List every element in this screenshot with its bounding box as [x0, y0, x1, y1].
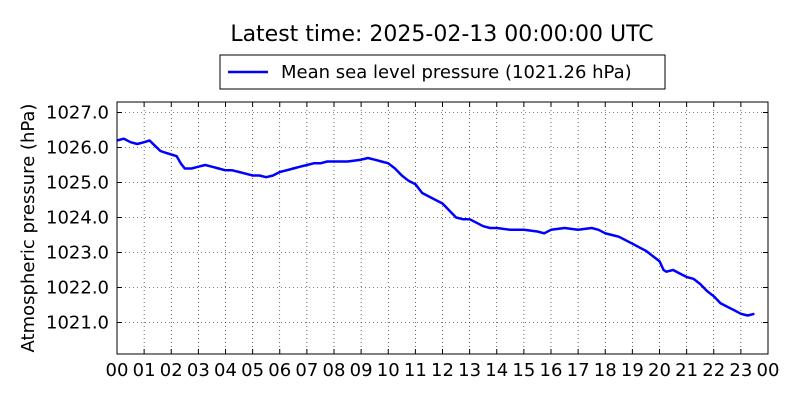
x-tick-label: 15 [512, 360, 535, 381]
x-tick-label: 01 [133, 360, 156, 381]
legend-label: Mean sea level pressure (1021.26 hPa) [281, 62, 632, 83]
plot-frame [116, 101, 769, 355]
y-tick-label: 1023.0 [46, 243, 109, 264]
y-tick-label: 1026.0 [46, 138, 109, 159]
y-tick-label: 1024.0 [46, 208, 109, 229]
x-tick-label: 18 [594, 360, 617, 381]
x-tick-label: 11 [404, 360, 427, 381]
chart-title: Latest time: 2025-02-13 00:00:00 UTC [230, 22, 653, 47]
x-tick-label: 17 [567, 360, 590, 381]
y-tick-label: 1022.0 [46, 278, 109, 299]
x-tick-label: 23 [729, 360, 752, 381]
x-tick-label: 10 [377, 360, 400, 381]
x-tick-label: 19 [621, 360, 644, 381]
x-tick-label: 04 [214, 360, 237, 381]
x-tick-label: 09 [350, 360, 373, 381]
y-tick-label: 1025.0 [46, 173, 109, 194]
grid [117, 102, 768, 354]
legend: Mean sea level pressure (1021.26 hPa) [219, 54, 666, 90]
x-tick-label: 22 [702, 360, 725, 381]
y-tick-label: 1027.0 [46, 103, 109, 124]
x-tick-label: 06 [268, 360, 291, 381]
x-tick-label: 05 [241, 360, 264, 381]
x-tick-label: 20 [648, 360, 671, 381]
x-tick-label: 21 [675, 360, 698, 381]
x-tick-label: 16 [540, 360, 563, 381]
series-layer [116, 137, 755, 317]
x-tick-label: 12 [431, 360, 454, 381]
x-tick-label: 00 [757, 360, 780, 381]
x-tick-label: 14 [485, 360, 508, 381]
x-tick-label: 03 [187, 360, 210, 381]
x-tick-label: 07 [295, 360, 318, 381]
y-tick-label: 1021.0 [46, 313, 109, 334]
y-axis-label: Atmospheric pressure (hPa) [18, 104, 39, 353]
x-tick-label: 08 [323, 360, 346, 381]
x-tick-label: 13 [458, 360, 481, 381]
x-tick-label: 02 [160, 360, 183, 381]
axis-ticks: 00 01 02 03 04 05 06 07 08 09 10 11 12 13 14 15 16 17 18 19… [46, 102, 779, 381]
legend-box [219, 54, 666, 90]
series-line-mean-sea-level-pressure [116, 137, 755, 317]
x-tick-label: 00 [106, 360, 129, 381]
